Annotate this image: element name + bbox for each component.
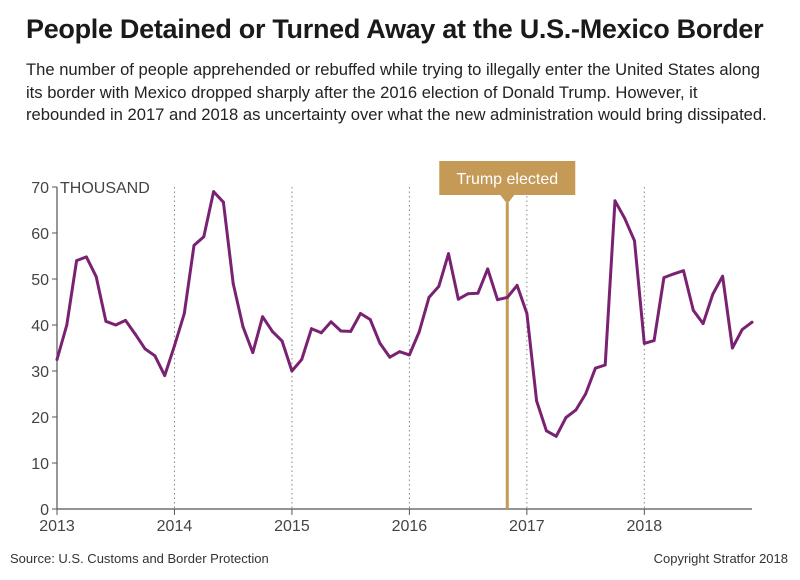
y-axis-label: THOUSAND (60, 180, 150, 197)
x-tick-label-2013: 2013 (39, 518, 75, 535)
data-point-2015-09 (368, 318, 372, 321)
data-point-2014-03 (192, 244, 196, 247)
data-point-2016-09 (486, 267, 490, 271)
data-point-2016-12 (515, 284, 519, 287)
data-point-2017-02 (535, 399, 539, 403)
data-points (55, 190, 754, 438)
data-point-2017-08 (593, 366, 597, 370)
data-point-2014-11 (270, 330, 274, 333)
x-tick-label-2015: 2015 (274, 518, 310, 535)
data-point-2015-03 (310, 327, 313, 331)
data-point-2017-06 (574, 408, 578, 412)
data-point-2016-11 (505, 296, 509, 299)
data-point-2014-09 (251, 351, 255, 354)
data-point-2016-06 (456, 297, 460, 301)
data-point-2017-05 (564, 416, 568, 419)
y-tick-label-10: 10 (31, 456, 49, 473)
annotation-box (439, 161, 576, 195)
data-point-2016-08 (476, 291, 480, 295)
x-tick-label-2017: 2017 (509, 518, 545, 535)
data-point-2016-02 (417, 330, 421, 334)
y-tick-label-40: 40 (31, 318, 49, 335)
data-point-2013-06 (104, 319, 108, 323)
data-point-2014-02 (182, 312, 186, 315)
data-point-2013-03 (75, 259, 78, 262)
data-point-2015-07 (349, 330, 353, 333)
y-tick-label-20: 20 (31, 410, 49, 427)
data-point-2015-05 (329, 320, 333, 324)
data-point-2014-05 (212, 190, 216, 194)
data-point-2013-09 (133, 332, 137, 336)
copyright-note: Copyright Stratfor 2018 (653, 551, 788, 566)
y-tick-label-0: 0 (40, 502, 49, 519)
data-point-2014-08 (241, 325, 245, 329)
data-point-2017-01 (525, 312, 529, 315)
chart-title: People Detained or Turned Away at the U.… (26, 14, 764, 44)
data-point-2017-09 (603, 363, 607, 367)
data-point-2018-05 (682, 269, 685, 273)
x-tick-label-2014: 2014 (157, 518, 193, 535)
data-point-2018-09 (721, 274, 725, 278)
annotation-pointer (500, 195, 515, 204)
data-point-2018-08 (711, 292, 715, 296)
data-point-2018-10 (731, 346, 734, 350)
data-point-2013-04 (84, 255, 88, 259)
data-point-2013-10 (143, 347, 147, 351)
series-line (55, 190, 754, 438)
data-point-2018-06 (691, 308, 695, 312)
data-point-2018-01 (642, 342, 646, 345)
data-point-2018-03 (662, 276, 666, 280)
data-point-2013-02 (65, 323, 69, 327)
chart-subtitle: The number of people apprehended or rebu… (26, 60, 767, 125)
data-point-2018-11 (740, 328, 744, 331)
y-tick-label-70: 70 (31, 180, 49, 197)
data-point-2015-11 (388, 355, 392, 359)
data-point-2013-11 (153, 354, 157, 358)
data-point-2015-06 (339, 329, 343, 333)
data-point-2015-02 (300, 358, 304, 361)
data-point-2017-11 (623, 216, 627, 220)
x-tick-label-2018: 2018 (627, 518, 663, 535)
y-tick-label-50: 50 (31, 272, 49, 289)
data-point-2013-07 (114, 323, 118, 327)
data-point-2018-07 (701, 322, 705, 326)
data-point-2013-05 (94, 275, 98, 279)
data-point-2018-02 (652, 339, 656, 343)
source-note: Source: U.S. Customs and Border Protecti… (10, 551, 269, 566)
data-point-2015-10 (378, 342, 382, 345)
y-tick-label-30: 30 (31, 364, 49, 381)
data-point-2013-08 (124, 319, 127, 322)
data-point-2014-01 (173, 344, 176, 348)
data-point-2015-08 (359, 312, 362, 315)
data-point-2014-12 (280, 339, 284, 343)
data-point-2016-01 (407, 353, 411, 357)
data-point-2014-10 (261, 315, 264, 319)
data-point-2013-12 (163, 374, 167, 377)
data-point-2018-04 (672, 272, 676, 276)
data-point-2016-10 (496, 298, 499, 302)
data-point-2013-01 (55, 358, 59, 361)
data-point-2017-03 (545, 429, 548, 433)
y-tick-label-60: 60 (31, 226, 49, 243)
data-point-2017-04 (554, 434, 558, 438)
data-point-2015-12 (398, 350, 402, 354)
data-point-2016-04 (437, 284, 441, 288)
data-point-2015-01 (290, 369, 294, 373)
annotation-label: Trump elected (456, 171, 558, 188)
data-point-2018-12 (750, 320, 754, 324)
data-point-2015-04 (319, 331, 323, 335)
data-point-2014-06 (222, 200, 225, 204)
data-point-2016-07 (466, 292, 470, 296)
data-point-2017-10 (613, 199, 617, 203)
data-point-2016-03 (427, 296, 431, 299)
x-tick-label-2016: 2016 (392, 518, 428, 535)
data-point-2014-07 (231, 282, 235, 285)
data-point-2017-12 (633, 239, 636, 243)
data-point-2014-04 (202, 235, 206, 239)
data-point-2017-07 (584, 392, 587, 396)
data-point-2016-05 (447, 252, 450, 256)
